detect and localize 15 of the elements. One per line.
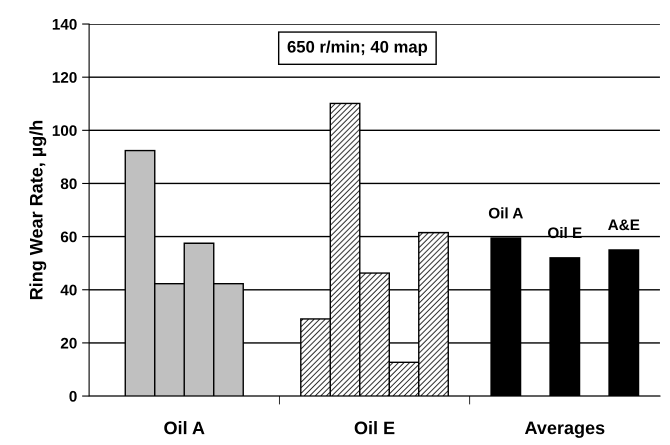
y-tick-label: 20 (60, 338, 77, 349)
annotation: 650 r/min; 40 map (288, 40, 428, 56)
x-tick-label: Oil A (164, 421, 204, 434)
y-tick-label: 60 (60, 231, 77, 242)
y-axis-title: Ring Wear Rate, µg/h (29, 120, 46, 300)
y-tick-label: 40 (60, 284, 77, 296)
data-label: A&E (608, 219, 640, 230)
y-tick-label: 80 (60, 178, 77, 190)
data-label: Oil A (488, 207, 523, 219)
y-tick-label: 120 (52, 72, 77, 83)
y-tick-label: 100 (52, 125, 77, 136)
y-tick-label: 140 (52, 18, 77, 30)
x-tick-label: Oil E (354, 421, 394, 434)
y-tick-label: 0 (69, 390, 77, 402)
x-tick-label: Averages (524, 422, 604, 438)
